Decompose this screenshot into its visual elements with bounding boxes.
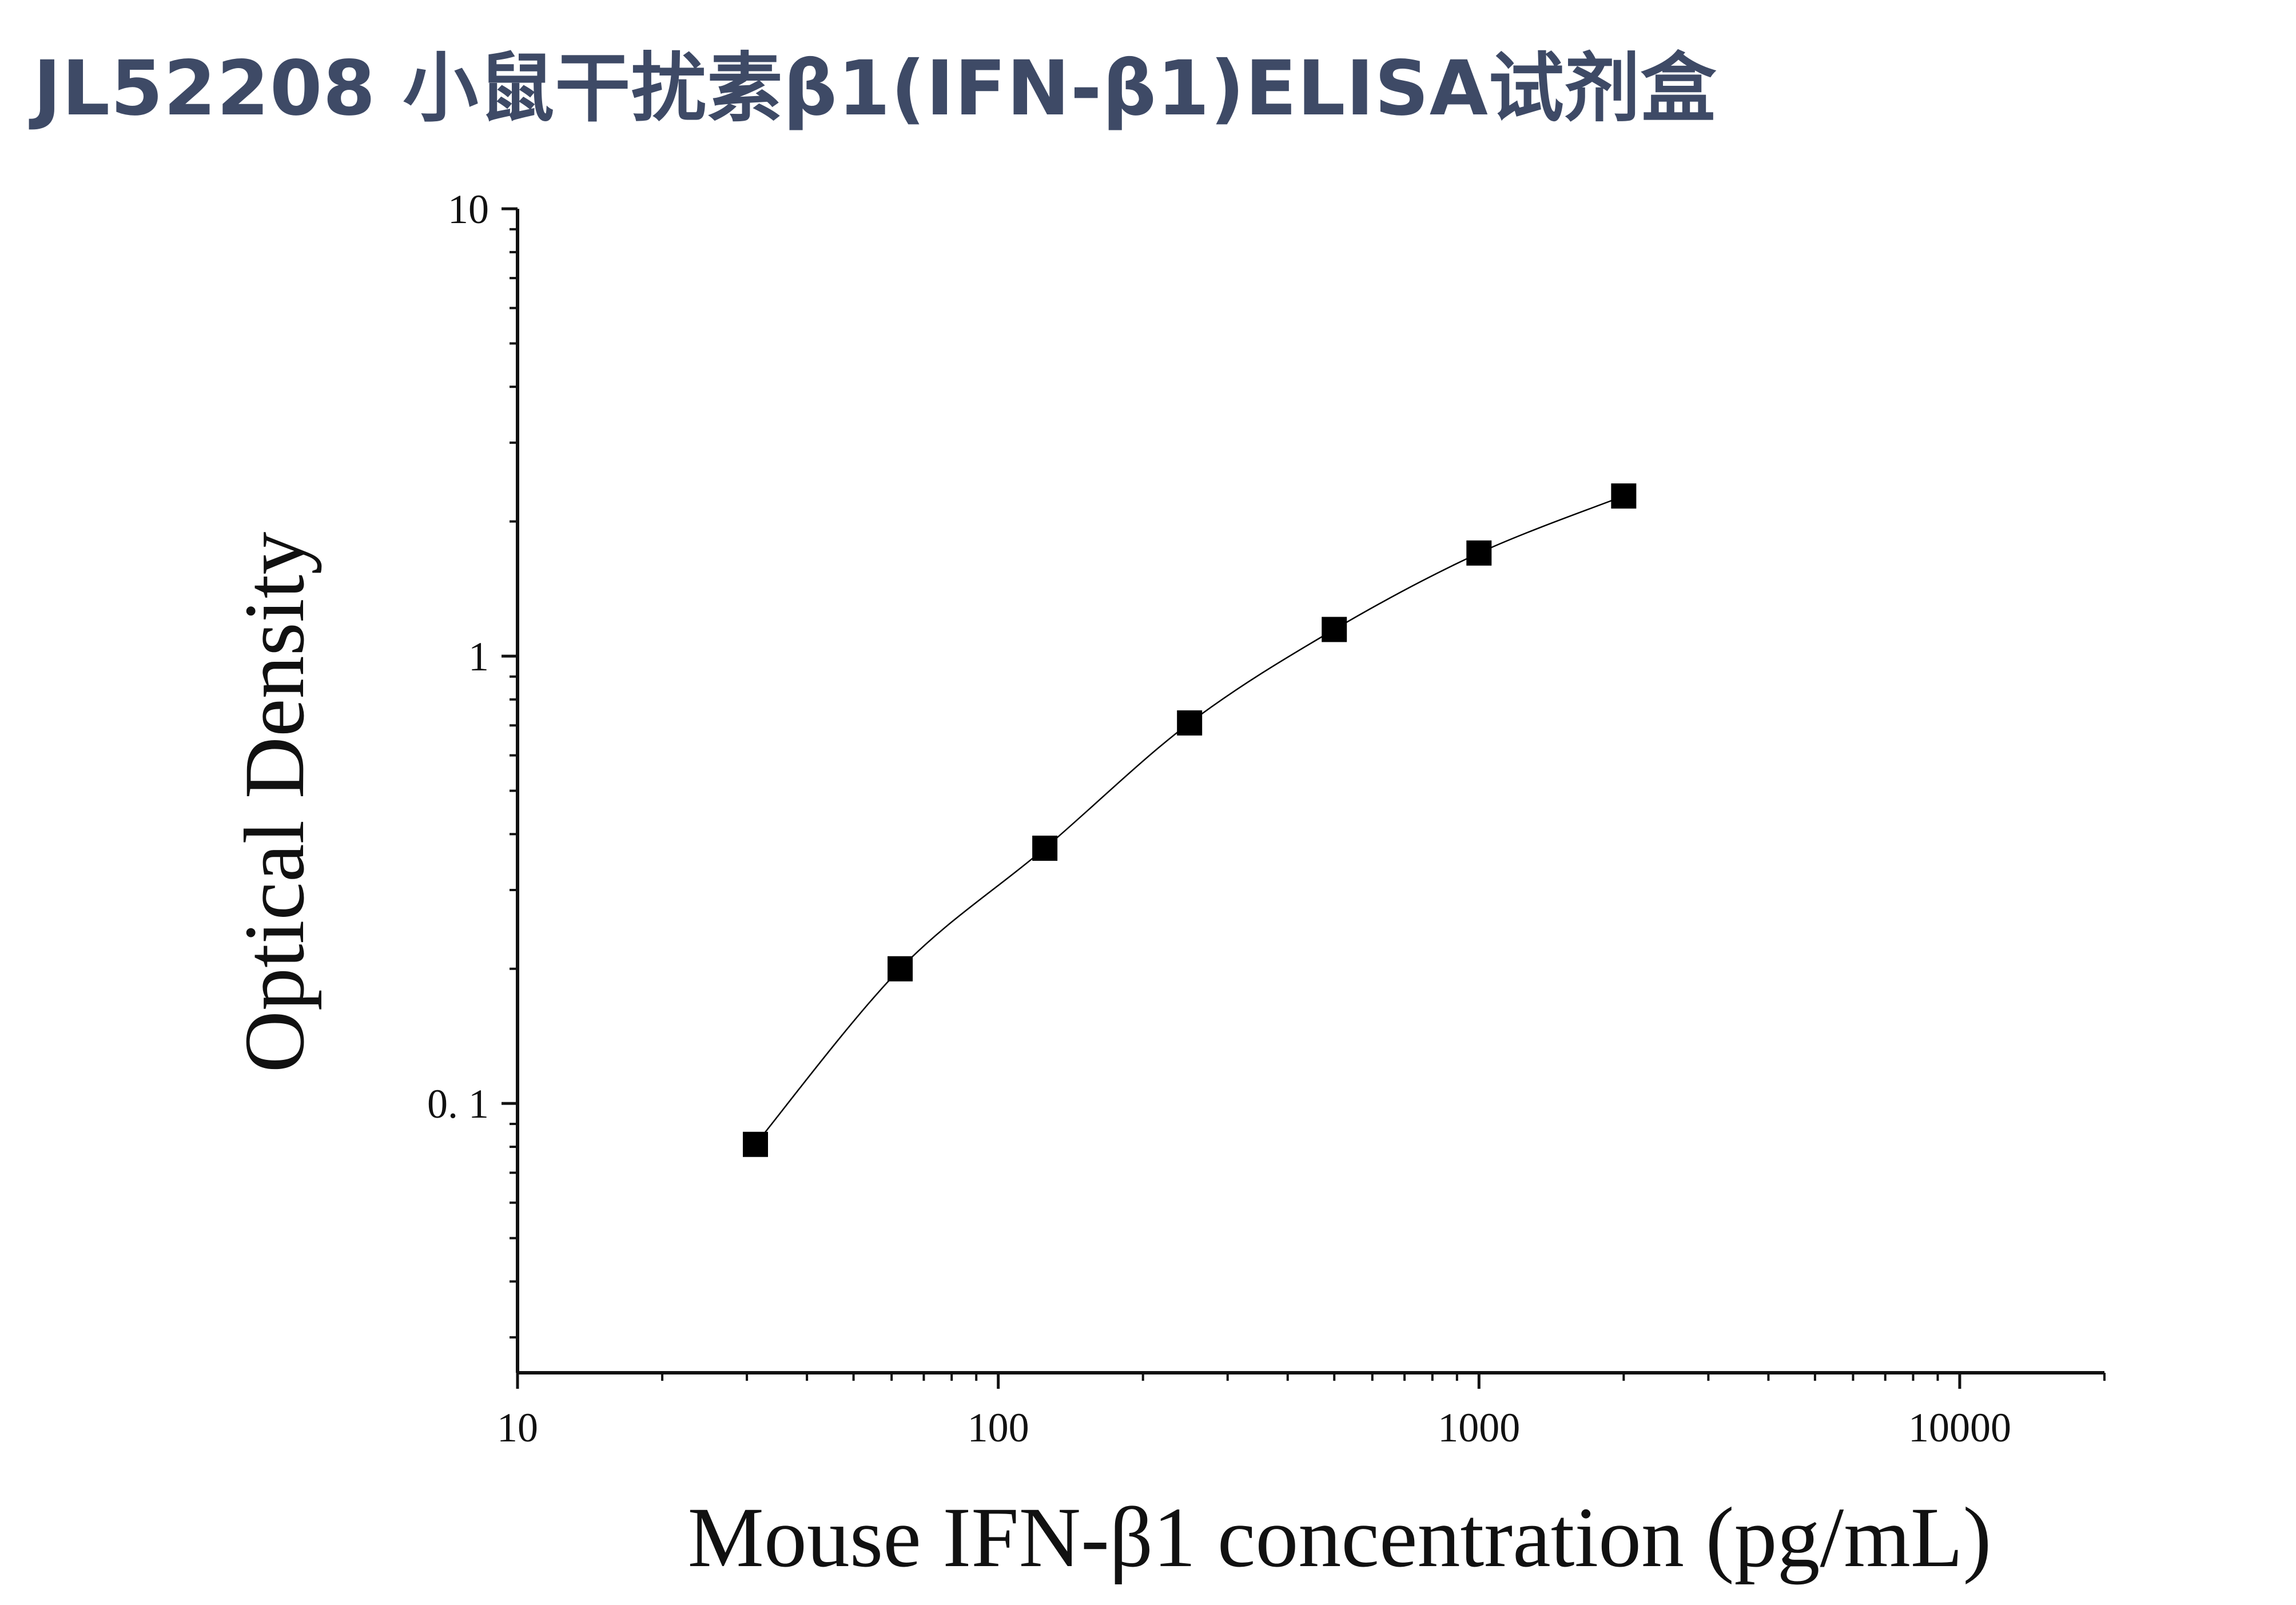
x-tick-layer: 10 100 1000 10000: [497, 1373, 2011, 1451]
y-tick-label: 1: [468, 634, 489, 680]
fit-curve-layer: [755, 495, 1624, 1145]
y-tick-label: 10: [448, 186, 489, 232]
x-tick-label: 100: [968, 1405, 1029, 1451]
data-point-marker: [1177, 710, 1203, 736]
y-axis-label: Optical Density: [227, 532, 322, 1073]
data-point-layer: [742, 483, 1637, 1157]
data-point-marker: [742, 1131, 768, 1157]
fit-curve-line: [755, 495, 1624, 1145]
data-point-marker: [888, 956, 913, 982]
data-point-marker: [1611, 483, 1637, 509]
y-tick-layer: 0. 1 1 10: [427, 186, 518, 1127]
data-point-marker: [1466, 540, 1492, 566]
x-tick-label: 1000: [1438, 1405, 1520, 1451]
x-axis-label: Mouse IFN-β1 concentration (pg/mL): [688, 1490, 1992, 1585]
data-point-marker: [1322, 617, 1347, 642]
y-tick-label: 0. 1: [427, 1081, 489, 1127]
x-tick-label: 10: [497, 1405, 538, 1451]
minor-ticks: [510, 228, 2106, 1381]
x-tick-label: 10000: [1908, 1405, 2011, 1451]
data-point-marker: [1032, 835, 1058, 861]
page-title: JL52208 小鼠干扰素β1(IFN-β1)ELISA试剂盒: [33, 45, 1717, 133]
